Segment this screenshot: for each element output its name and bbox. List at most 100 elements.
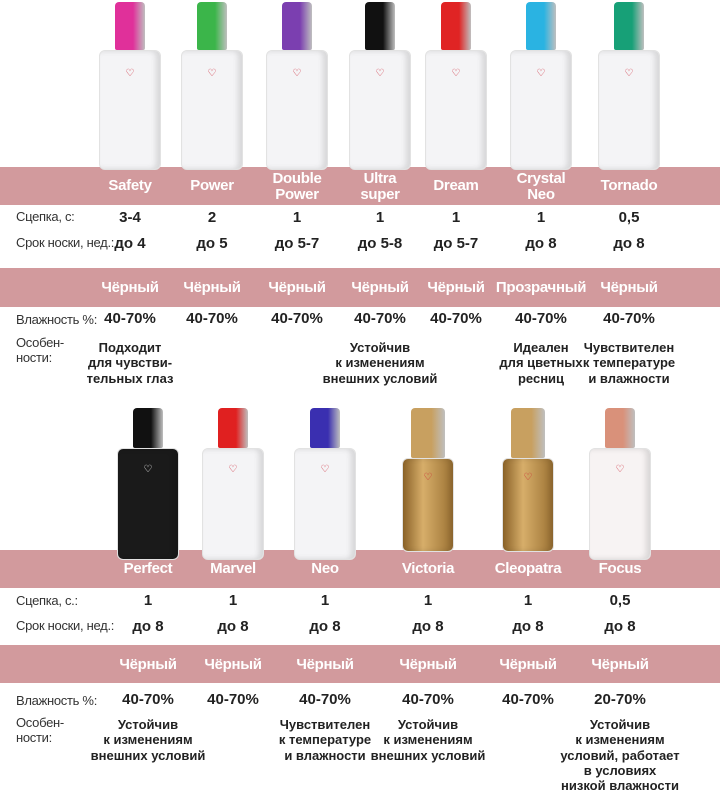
setting-time-value: 1 [536, 209, 546, 226]
bottle-cap [282, 2, 312, 50]
wear-duration-value: до 8 [604, 618, 636, 635]
product-name: Marvel [210, 560, 256, 577]
product-bottle-image: ♡ [402, 408, 454, 552]
setting-time-value: 3-4 [119, 209, 141, 226]
bottle-cap [218, 408, 248, 448]
humidity-value: 40-70% [515, 310, 567, 327]
wear-duration-value: до 8 [512, 618, 544, 635]
setting-label-bottom: Сцепка, с.: [16, 593, 78, 608]
bottle-cap [197, 2, 227, 50]
heart-logo-icon: ♡ [523, 471, 533, 483]
glue-color-value: Чёрный [268, 279, 326, 296]
bottle-body: ♡ [598, 50, 660, 170]
features-label: Особен- ности: [16, 335, 64, 365]
setting-time-value: 1 [320, 592, 330, 609]
top-name-band [0, 167, 720, 205]
features-value: Устойчив к изменениям внешних условий [370, 717, 486, 763]
bottle-cap [133, 408, 163, 448]
product-bottle-image: ♡ [425, 2, 487, 170]
wear-duration-value: до 8 [309, 618, 341, 635]
humidity-value: 40-70% [122, 691, 174, 708]
features-value: Устойчив к изменениям условий, работает … [560, 717, 680, 794]
glue-color-value: Прозрачный [495, 279, 587, 296]
glue-color-value: Чёрный [183, 279, 241, 296]
glue-color-value: Чёрный [427, 279, 485, 296]
top-color-band [0, 268, 720, 307]
bottle-body: ♡ [99, 50, 161, 170]
heart-logo-icon: ♡ [228, 464, 238, 476]
product-bottle-image: ♡ [294, 408, 356, 560]
heart-logo-icon: ♡ [320, 464, 330, 476]
humidity-value: 40-70% [430, 310, 482, 327]
humidity-label: Влажность %: [16, 312, 98, 327]
product-name: Safety [108, 177, 152, 194]
wear-duration-value: до 8 [613, 235, 645, 252]
bottle-body: ♡ [425, 50, 487, 170]
wear-label: Срок носки, нед.: [16, 235, 115, 250]
bottle-cap [605, 408, 635, 448]
humidity-value: 40-70% [354, 310, 406, 327]
bottom-color-band [0, 645, 720, 683]
humidity-value: 40-70% [603, 310, 655, 327]
features-value: Подходит для чувстви- тельных глаз [86, 340, 174, 386]
wear-duration-value: до 8 [525, 235, 557, 252]
heart-logo-icon: ♡ [125, 67, 135, 79]
setting-time-value: 1 [292, 209, 302, 226]
product-name: Crystal Neo [516, 170, 566, 203]
product-name: Power [190, 177, 234, 194]
setting-label: Сцепка, с: [16, 209, 75, 224]
product-name: Ultra super [360, 170, 400, 203]
bottle-cap [365, 2, 395, 50]
product-name: Neo [311, 560, 339, 577]
heart-logo-icon: ♡ [624, 67, 634, 79]
glue-color-value: Чёрный [119, 656, 177, 673]
bottle-body: ♡ [402, 458, 454, 552]
product-name: Victoria [401, 560, 455, 577]
setting-time-value: 1 [228, 592, 238, 609]
bottle-body: ♡ [117, 448, 179, 560]
setting-time-value: 1 [523, 592, 533, 609]
bottle-body: ♡ [181, 50, 243, 170]
bottle-cap [526, 2, 556, 50]
heart-logo-icon: ♡ [143, 464, 153, 476]
setting-time-value: 1 [375, 209, 385, 226]
features-value: Чувствителен к температуре и влажности [582, 340, 676, 386]
humidity-value: 40-70% [186, 310, 238, 327]
glue-color-value: Чёрный [600, 279, 658, 296]
product-bottle-image: ♡ [181, 2, 243, 170]
bottle-body: ♡ [349, 50, 411, 170]
product-name: Perfect [123, 560, 173, 577]
humidity-value: 40-70% [502, 691, 554, 708]
product-name: Cleopatra [494, 560, 562, 577]
wear-duration-value: до 5-7 [433, 235, 479, 252]
features-value: Чувствителен к температуре и влажности [278, 717, 372, 763]
glue-color-value: Чёрный [399, 656, 457, 673]
product-bottle-image: ♡ [598, 2, 660, 170]
setting-time-value: 0,5 [609, 592, 631, 609]
product-name: Double Power [272, 170, 322, 203]
heart-logo-icon: ♡ [615, 464, 625, 476]
heart-logo-icon: ♡ [292, 67, 302, 79]
humidity-value: 40-70% [402, 691, 454, 708]
bottle-body: ♡ [266, 50, 328, 170]
wear-duration-value: до 4 [114, 235, 146, 252]
glue-color-value: Чёрный [591, 656, 649, 673]
humidity-value: 20-70% [594, 691, 646, 708]
wear-duration-value: до 8 [217, 618, 249, 635]
setting-time-value: 2 [207, 209, 217, 226]
bottle-cap [441, 2, 471, 50]
humidity-value: 40-70% [299, 691, 351, 708]
humidity-label-bottom: Влажность %: [16, 693, 98, 708]
wear-duration-value: до 5-7 [274, 235, 320, 252]
bottle-body: ♡ [589, 448, 651, 560]
bottle-body: ♡ [510, 50, 572, 170]
glue-color-value: Чёрный [204, 656, 262, 673]
wear-label-bottom: Срок носки, нед.: [16, 618, 115, 633]
humidity-value: 40-70% [207, 691, 259, 708]
bottle-cap [115, 2, 145, 50]
product-bottle-image: ♡ [117, 408, 179, 560]
setting-time-value: 0,5 [618, 209, 640, 226]
wear-duration-value: до 5 [196, 235, 228, 252]
heart-logo-icon: ♡ [536, 67, 546, 79]
product-bottle-image: ♡ [589, 408, 651, 560]
